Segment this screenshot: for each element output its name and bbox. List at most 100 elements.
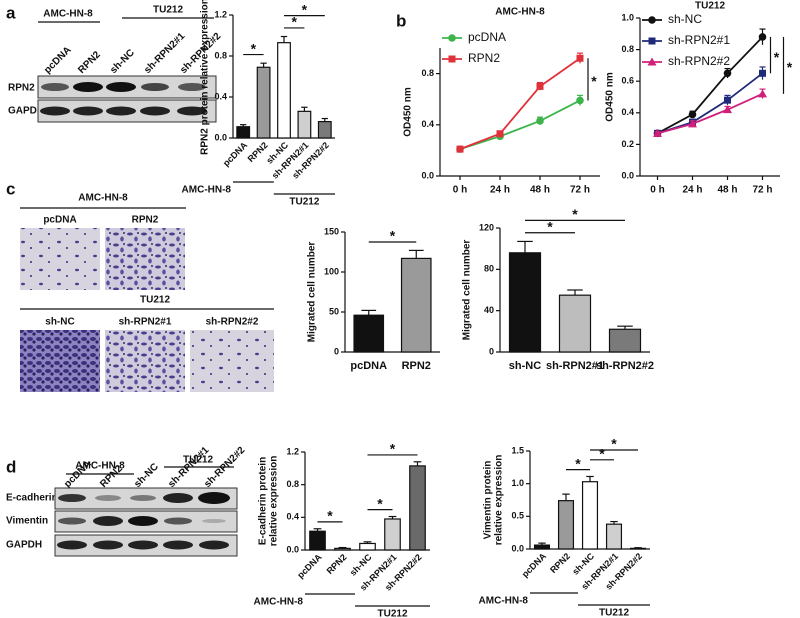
data-point	[723, 105, 732, 114]
legend-label: sh-NC	[668, 12, 702, 26]
micrograph	[20, 330, 100, 392]
legend-label: pcDNA	[468, 30, 506, 44]
blot-row-label: GAPDH	[8, 106, 44, 117]
bar	[400, 257, 432, 353]
blot-row-label: E-cadherin	[6, 493, 58, 504]
y-tick-label: 40	[484, 305, 494, 315]
x-tick-label: 72 h	[570, 185, 590, 196]
x-tick-label: 48 h	[717, 185, 737, 196]
significance-label: *	[611, 436, 617, 452]
y-axis-title: OD450 nm	[403, 87, 414, 137]
y-tick-label: 0.8	[286, 479, 299, 489]
blot-group: AMC-HN-8	[75, 461, 125, 472]
data-point	[576, 54, 584, 62]
legend-marker	[648, 37, 656, 45]
legend-marker	[448, 55, 456, 63]
legend-marker	[648, 16, 656, 24]
y-tick-label: 0.0	[511, 543, 524, 553]
significance-label: *	[251, 40, 257, 56]
series-line	[459, 99, 581, 150]
significance-label: *	[599, 446, 605, 462]
y-tick-label: 80	[484, 264, 494, 274]
y-axis-title: relative expression	[269, 456, 280, 547]
y-tick-label: 1.2	[214, 9, 227, 19]
lane-label: RPN2	[76, 49, 103, 76]
significance-label: *	[547, 218, 553, 234]
image-label: sh-RPN2#2	[206, 317, 259, 328]
group-label: TU212	[599, 608, 629, 618]
y-axis-title: OD450 nm	[605, 72, 616, 122]
data-point	[536, 117, 544, 125]
data-point	[724, 96, 731, 104]
image-label: RPN2	[132, 215, 159, 226]
micrograph	[105, 330, 185, 392]
y-tick-label: 1.2	[286, 446, 299, 456]
blot-group: TU212	[153, 5, 183, 16]
y-tick-label: 1.0	[621, 12, 634, 22]
legend-marker	[448, 34, 456, 42]
bar	[334, 547, 351, 551]
x-tick-label: 48 h	[530, 185, 550, 196]
significance-label: *	[390, 441, 396, 457]
bar	[317, 120, 332, 139]
x-tick-label: RPN2	[548, 551, 572, 575]
data-point	[496, 130, 504, 138]
y-axis-title: RPN2 protein relative expression	[200, 0, 211, 155]
bar	[409, 465, 426, 551]
x-tick-label: 0 h	[650, 185, 664, 196]
y-tick-label: 0.8	[421, 68, 434, 78]
blot-row-label: GAPDH	[6, 540, 42, 551]
bar	[629, 547, 647, 550]
legend-marker	[647, 57, 657, 66]
y-axis-title: E-cadherin protein	[258, 457, 269, 545]
data-point	[759, 69, 766, 77]
bar	[558, 294, 592, 353]
significance-label: *	[302, 1, 308, 17]
data-point	[576, 96, 584, 105]
bar	[508, 252, 542, 353]
western-blot	[54, 487, 238, 557]
y-tick-label: 0.4	[286, 512, 299, 522]
y-tick-label: 0.6	[621, 76, 634, 86]
bar	[359, 542, 376, 551]
data-point	[653, 128, 662, 137]
bar	[309, 530, 326, 551]
chart-title: AMC-HN-8	[495, 7, 545, 18]
significance-label: *	[572, 206, 578, 222]
bar	[384, 518, 401, 551]
bar	[533, 544, 551, 550]
y-tick-label: 0	[489, 346, 494, 356]
group-label: AMC-HN-8	[479, 596, 529, 607]
y-axis-title: Vimentin protein	[483, 461, 494, 540]
x-tick-label: sh-NC	[509, 360, 541, 372]
data-point	[758, 33, 767, 41]
micrograph	[105, 228, 185, 290]
significance-label: *	[377, 495, 383, 511]
series-line	[657, 93, 763, 135]
y-tick-label: 0.8	[214, 50, 227, 60]
panel-label: c	[6, 179, 15, 198]
series-line	[459, 57, 581, 150]
x-tick-label: 72 h	[752, 185, 772, 196]
legend-label: RPN2	[468, 51, 500, 65]
x-tick-label: pcDNA	[295, 552, 324, 581]
significance-label: *	[575, 455, 581, 471]
bar	[608, 328, 642, 353]
y-tick-label: 120	[479, 222, 494, 232]
y-tick-label: 0.2	[621, 139, 634, 149]
y-tick-label: 0.0	[621, 170, 634, 180]
y-tick-label: 0.0	[214, 132, 227, 142]
significance-label: *	[787, 59, 793, 75]
lane-label: sh-NC	[132, 461, 161, 490]
y-tick-label: 0.0	[286, 544, 299, 554]
y-axis-title: Migrated cell number	[307, 242, 318, 343]
x-tick-label: 24 h	[490, 185, 510, 196]
group-label: TU212	[377, 609, 407, 618]
blot-row-label: RPN2	[8, 83, 35, 94]
blot-group: TU212	[183, 455, 213, 466]
panel-label: d	[6, 457, 16, 476]
image-label: pcDNA	[43, 215, 76, 226]
data-point	[688, 110, 697, 119]
y-tick-label: 0.4	[421, 119, 434, 129]
group-label: AMC-HN-8	[254, 597, 304, 608]
